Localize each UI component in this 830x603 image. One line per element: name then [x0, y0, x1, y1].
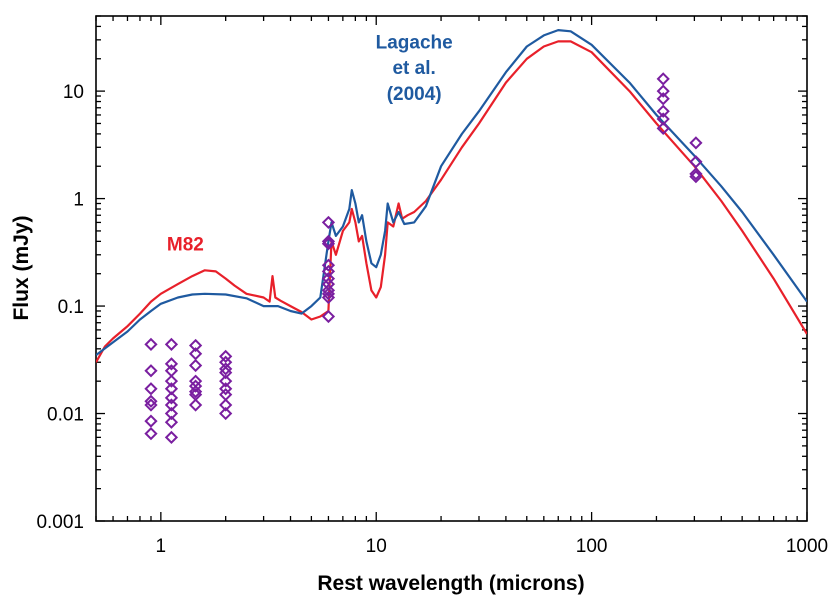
- data-point-diamond: [144, 394, 158, 408]
- y-tick-label: 10: [63, 82, 84, 103]
- data-point-diamond: [656, 104, 670, 118]
- data-point-diamond: [689, 170, 703, 184]
- data-point-diamond: [188, 384, 203, 399]
- data-point-diamond: [164, 398, 179, 412]
- data-point-diamond: [321, 258, 336, 272]
- data-point-diamond: [656, 121, 670, 136]
- data-point-diamond: [188, 379, 203, 393]
- data-point-diamond: [164, 337, 179, 351]
- data-point-diamond: [219, 374, 233, 388]
- data-point-diamond: [219, 362, 233, 376]
- data-point-diamond: [164, 374, 179, 388]
- data-point-diamond: [321, 234, 336, 248]
- data-point-diamond: [656, 72, 670, 86]
- data-point-diamond: [219, 406, 233, 421]
- data-point-diamond: [656, 84, 670, 98]
- data-point-diamond: [144, 364, 158, 378]
- annotation-lagache-2: et al.: [392, 58, 435, 79]
- scatter-markers: [144, 72, 703, 444]
- data-point-diamond: [689, 136, 703, 150]
- annotation-m82: M82: [167, 234, 204, 255]
- x-tick-label: 100: [576, 536, 608, 557]
- y-tick-label: 0.1: [58, 297, 84, 318]
- data-point-diamond: [321, 290, 336, 305]
- data-point-diamond: [164, 406, 179, 421]
- data-point-diamond: [164, 391, 179, 405]
- axis-ticks: [95, 15, 808, 522]
- tick-labels: 1 10 100 1000 0.001 0.01 0.1 1 10: [36, 82, 828, 557]
- x-tick-label: 10: [366, 536, 387, 557]
- data-point-diamond: [164, 430, 179, 444]
- data-point-diamond: [164, 357, 179, 371]
- data-point-diamond: [689, 155, 703, 169]
- annotations: M82 Lagache et al. (2004): [167, 32, 453, 255]
- data-point-diamond: [188, 398, 203, 412]
- data-point-diamond: [144, 414, 158, 428]
- data-point-diamond: [656, 92, 670, 106]
- data-point-diamond: [144, 382, 158, 396]
- data-point-diamond: [219, 349, 233, 364]
- data-point-diamond: [321, 309, 336, 324]
- data-point-diamond: [188, 338, 203, 353]
- data-point-diamond: [321, 283, 336, 297]
- plot-frame: [95, 15, 808, 522]
- data-point-diamond: [321, 215, 336, 230]
- data-point-diamond: [164, 364, 179, 378]
- data-point-diamond: [219, 398, 233, 412]
- series-lines: [96, 29, 807, 363]
- annotation-lagache-1: Lagache: [376, 32, 453, 53]
- x-tick-label: 1000: [786, 536, 828, 557]
- y-axis-title: Flux (mJy): [10, 215, 33, 320]
- data-point-diamond: [188, 358, 203, 373]
- y-tick-label: 1: [73, 190, 84, 211]
- data-point-diamond: [164, 415, 179, 429]
- data-point-diamond: [219, 366, 233, 380]
- data-point-diamond: [321, 237, 336, 251]
- series-line-lagache: [96, 29, 807, 356]
- data-point-diamond: [219, 382, 233, 396]
- x-tick-label: 1: [156, 536, 167, 557]
- data-point-diamond: [321, 264, 336, 279]
- data-point-diamond: [144, 398, 158, 412]
- y-tick-label: 0.01: [47, 405, 84, 426]
- data-point-diamond: [144, 427, 158, 441]
- data-point-diamond: [689, 167, 703, 181]
- data-point-diamond: [321, 287, 336, 301]
- annotation-lagache-3: (2004): [387, 84, 442, 105]
- data-point-diamond: [144, 337, 158, 351]
- x-axis-title: Rest wavelength (microns): [317, 572, 584, 595]
- y-tick-label: 0.001: [36, 512, 84, 533]
- series-line-m82: [96, 40, 807, 363]
